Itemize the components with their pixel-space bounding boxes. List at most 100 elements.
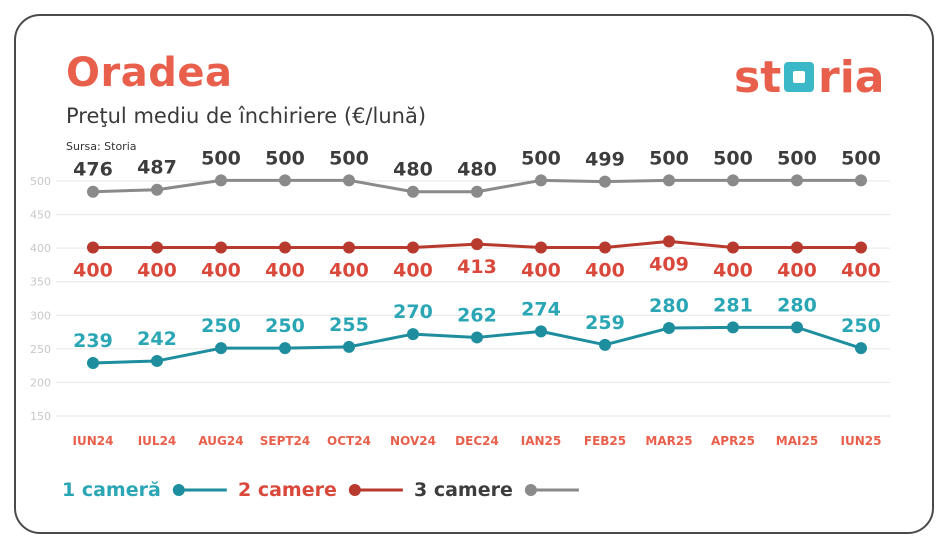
- y-tick-label-450: 450: [30, 209, 51, 222]
- svg-text:st: st: [734, 52, 781, 103]
- y-tick-label-500: 500: [30, 175, 51, 188]
- series-2-data-label: 400: [841, 259, 881, 281]
- series-2-point: [599, 241, 611, 254]
- series-1-data-label: 270: [393, 301, 433, 323]
- series-1-point: [663, 322, 675, 335]
- series-1-data-label: 281: [713, 294, 753, 316]
- x-tick-label-sept24: SEPT24: [260, 434, 311, 448]
- series-1-data-label: 259: [585, 312, 625, 334]
- storia-logo: st ria: [734, 52, 884, 103]
- series-2-data-label: 409: [649, 253, 689, 275]
- x-tick-label-iun24: IUN24: [73, 434, 114, 448]
- series-1-point: [407, 328, 419, 341]
- series-3-point: [855, 174, 867, 187]
- series-3-point: [535, 174, 547, 187]
- series-3-point: [791, 174, 803, 187]
- x-tick-label-dec24: DEC24: [455, 434, 499, 448]
- series-3-data-label: 500: [841, 147, 881, 169]
- y-tick-label-150: 150: [30, 410, 51, 423]
- series-3-data-label: 480: [457, 159, 497, 181]
- series-2-data-label: 400: [585, 259, 625, 281]
- series-1-data-label: 239: [73, 330, 113, 352]
- series-1-data-label: 280: [777, 294, 817, 316]
- series-2-data-label: 400: [265, 259, 305, 281]
- series-3-point: [471, 185, 483, 198]
- series-2-data-label: 413: [457, 256, 497, 278]
- series-1-data-label: 262: [457, 304, 497, 326]
- series-2-point: [663, 235, 675, 248]
- series-1-point: [599, 338, 611, 351]
- x-tick-label-mai25: MAI25: [776, 434, 818, 448]
- y-tick-label-350: 350: [30, 276, 51, 289]
- series-3-point: [151, 183, 163, 196]
- series-3-point: [727, 174, 739, 187]
- series-2-data-label: 400: [713, 259, 753, 281]
- series-2-point: [791, 241, 803, 254]
- series-1-point: [855, 342, 867, 355]
- series-3-data-label: 476: [73, 159, 113, 181]
- legend-item-3-label: 3 camere: [414, 479, 513, 501]
- series-3-point: [215, 174, 227, 187]
- series-2-data-label: 400: [521, 259, 561, 281]
- series-1-point: [535, 325, 547, 338]
- x-tick-label-oct24: OCT24: [327, 434, 371, 448]
- series-2-point: [727, 241, 739, 254]
- x-tick-label-aug24: AUG24: [198, 434, 243, 448]
- series-2-data-label: 400: [777, 259, 817, 281]
- legend-item-1-label: 1 cameră: [62, 479, 161, 501]
- series-3-point: [407, 185, 419, 198]
- series-3-data-label: 500: [649, 147, 689, 169]
- series-1-point: [343, 340, 355, 353]
- series-2-data-label: 400: [73, 259, 113, 281]
- series-2-data-label: 400: [137, 259, 177, 281]
- series-3-data-label: 500: [201, 147, 241, 169]
- series-3-data-label: 500: [265, 147, 305, 169]
- series-3-point: [87, 185, 99, 198]
- series-3-data-label: 500: [777, 147, 817, 169]
- svg-text:ria: ria: [818, 52, 884, 103]
- source-note: Sursa: Storia: [66, 140, 137, 153]
- series-1-point: [87, 356, 99, 369]
- y-tick-label-400: 400: [30, 242, 51, 255]
- series-2-point: [151, 241, 163, 254]
- series-3-data-label: 487: [137, 157, 177, 179]
- series-1-point: [727, 321, 739, 334]
- series-2-point: [471, 238, 483, 251]
- series-1-point: [279, 342, 291, 355]
- series-1-point: [471, 331, 483, 344]
- y-tick-label-200: 200: [30, 376, 51, 389]
- chart-card: Oradea Preţul mediu de închiriere (€/lun…: [14, 14, 934, 534]
- series-3-data-label: 500: [329, 147, 369, 169]
- series-1-data-label: 242: [137, 328, 177, 350]
- series-3-data-label: 499: [585, 149, 625, 171]
- city-title: Oradea: [66, 50, 233, 96]
- series-1-data-label: 250: [265, 315, 305, 337]
- series-1-data-label: 274: [521, 298, 561, 320]
- series-3-data-label: 500: [713, 147, 753, 169]
- x-tick-label-ian25: IAN25: [521, 434, 562, 448]
- x-tick-label-mar25: MAR25: [645, 434, 692, 448]
- x-tick-label-nov24: NOV24: [390, 434, 436, 448]
- series-1-data-label: 250: [841, 315, 881, 337]
- series-2-point: [855, 241, 867, 254]
- series-3-point: [599, 175, 611, 188]
- series-2-point: [535, 241, 547, 254]
- series-3-data-label: 480: [393, 159, 433, 181]
- y-tick-label-300: 300: [30, 309, 51, 322]
- series-1-point: [215, 342, 227, 355]
- series-2-point: [407, 241, 419, 254]
- series-2-data-label: 400: [201, 259, 241, 281]
- series-3-point: [279, 174, 291, 187]
- series-2-point: [279, 241, 291, 254]
- series-2-point: [343, 241, 355, 254]
- series-1-point: [151, 354, 163, 367]
- series-2-point: [215, 241, 227, 254]
- series-1-point: [791, 321, 803, 334]
- x-tick-label-apr25: APR25: [711, 434, 755, 448]
- chart-subtitle: Preţul mediu de închiriere (€/lună): [66, 104, 427, 128]
- x-tick-label-iul24: IUL24: [138, 434, 177, 448]
- series-1-data-label: 255: [329, 314, 369, 336]
- series-2-data-label: 400: [393, 259, 433, 281]
- series-1-data-label: 250: [201, 315, 241, 337]
